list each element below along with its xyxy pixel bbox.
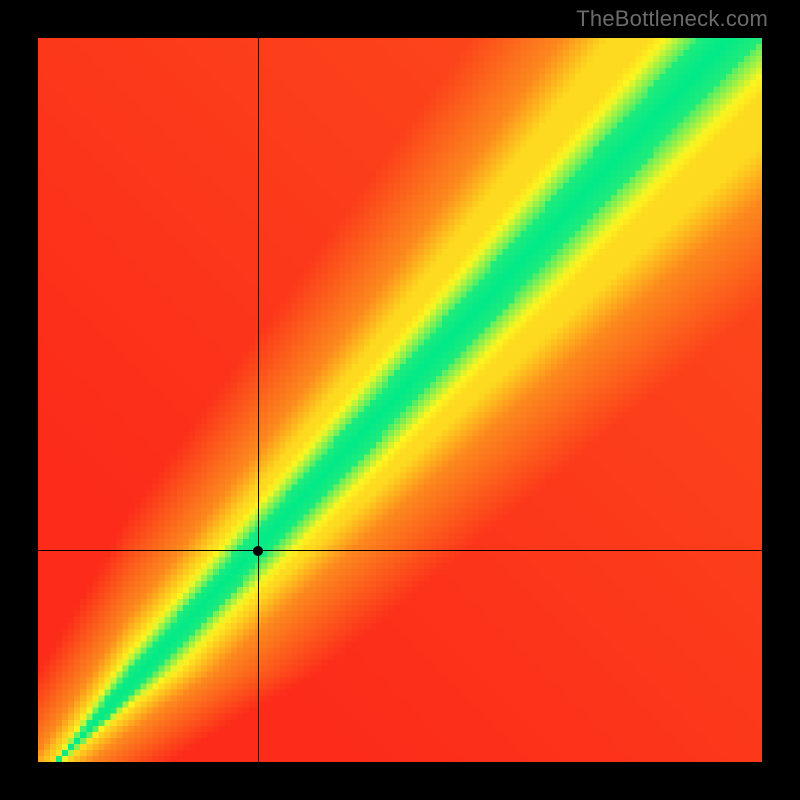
crosshair-vertical — [258, 38, 259, 762]
crosshair-horizontal — [38, 550, 762, 551]
marker-point — [253, 546, 263, 556]
watermark-text: TheBottleneck.com — [576, 6, 768, 32]
bottleneck-heatmap — [38, 38, 762, 762]
chart-frame: TheBottleneck.com — [0, 0, 800, 800]
